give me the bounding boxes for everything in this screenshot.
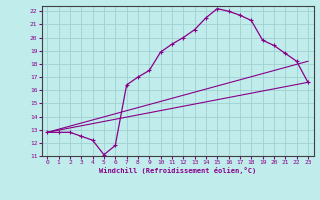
X-axis label: Windchill (Refroidissement éolien,°C): Windchill (Refroidissement éolien,°C) xyxy=(99,167,256,174)
